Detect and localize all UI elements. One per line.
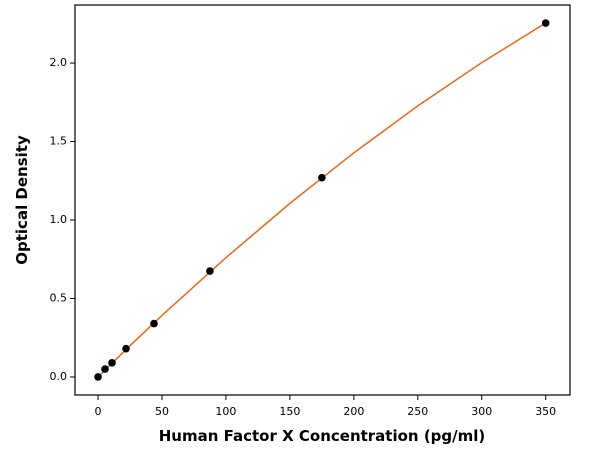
point bbox=[108, 359, 116, 367]
x-tick-label: 0 bbox=[95, 405, 102, 418]
x-tick-label: 100 bbox=[215, 405, 236, 418]
point bbox=[94, 373, 102, 381]
y-tick-label: 0.0 bbox=[50, 370, 68, 383]
y-axis-label: Optical Density bbox=[13, 135, 31, 265]
point bbox=[318, 173, 326, 182]
x-tick-label: 350 bbox=[535, 405, 556, 418]
point bbox=[541, 19, 550, 27]
y-tick-label: 1.0 bbox=[50, 213, 68, 226]
x-tick-label: 300 bbox=[471, 405, 492, 418]
x-tick-label: 200 bbox=[343, 405, 364, 418]
x-tick-label: 150 bbox=[279, 405, 300, 418]
plot-frame bbox=[74, 4, 571, 396]
x-tick-label: 50 bbox=[155, 405, 169, 418]
y-tick-label: 1.5 bbox=[50, 135, 68, 148]
fit-curve bbox=[97, 22, 547, 378]
point bbox=[150, 319, 158, 328]
x-tick-label: 250 bbox=[407, 405, 428, 418]
point bbox=[122, 344, 130, 353]
y-tick-label: 0.5 bbox=[50, 291, 68, 304]
y-tick-label: 2.0 bbox=[50, 56, 68, 69]
x-axis-label: Human Factor X Concentration (pg/ml) bbox=[159, 427, 486, 445]
point bbox=[206, 267, 214, 275]
point bbox=[101, 365, 109, 373]
